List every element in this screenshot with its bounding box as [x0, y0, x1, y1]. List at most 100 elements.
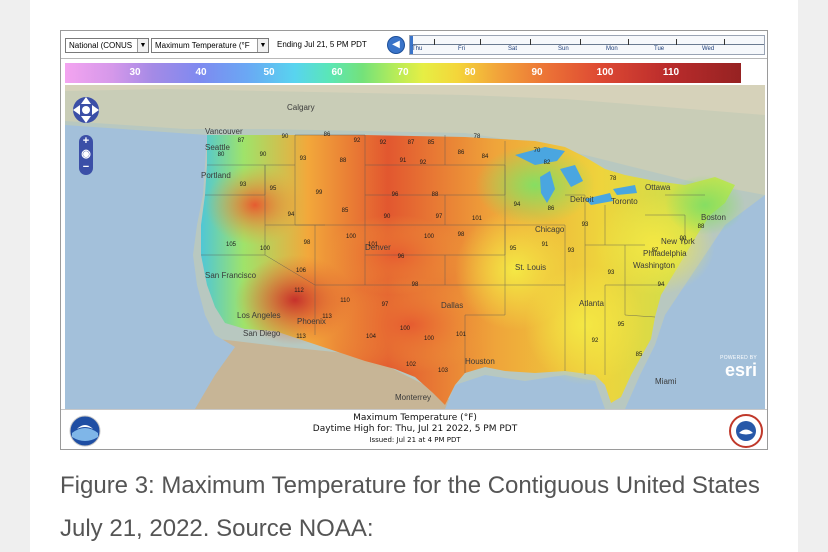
- time-slider-handle[interactable]: [410, 36, 413, 54]
- temperature-value: 101: [455, 332, 467, 338]
- temperature-value: 94: [657, 282, 665, 288]
- time-slider-tick: [434, 39, 435, 45]
- temperature-value: 98: [457, 232, 465, 238]
- product-select[interactable]: Maximum Temperature (°F ▼: [151, 38, 269, 53]
- temperature-value: 98: [303, 240, 311, 246]
- map-place-label: Boston: [701, 213, 726, 222]
- map-place-label: Miami: [655, 377, 677, 386]
- time-slider-day-wed: Wed: [702, 46, 715, 52]
- pan-control[interactable]: [71, 95, 101, 125]
- chevron-down-icon: ▼: [257, 39, 268, 52]
- zoom-out-button[interactable]: −: [82, 161, 90, 173]
- esri-attribution: POWERED BY esri: [720, 355, 757, 379]
- temperature-map[interactable]: + ◉ − POWERED BY esri Calgary Vancouver Se…: [65, 85, 765, 409]
- temperature-value: 95: [509, 246, 517, 252]
- temperature-value: 85: [635, 352, 643, 358]
- time-slider-day-sun: Sun: [558, 46, 569, 52]
- temperature-value: 80: [217, 152, 225, 158]
- time-slider-tick: [676, 39, 677, 45]
- map-place-label: Phoenix: [297, 317, 326, 326]
- time-slider-tick: [724, 39, 725, 45]
- temperature-value: 98: [411, 282, 419, 288]
- temperature-value: 101: [367, 242, 379, 248]
- temperature-value: 94: [287, 212, 295, 218]
- noaa-logo-icon: [69, 415, 101, 447]
- temperature-value: 88: [431, 192, 439, 198]
- temperature-value: 92: [379, 140, 387, 146]
- temperature-value: 92: [419, 160, 427, 166]
- temperature-value: 92: [591, 338, 599, 344]
- temperature-value: 88: [339, 158, 347, 164]
- nws-logo-icon: [729, 414, 763, 448]
- map-place-label: Philadelphia: [643, 249, 687, 258]
- map-place-label: Monterrey: [395, 393, 432, 402]
- temperature-value: 93: [567, 248, 575, 254]
- temperature-value: 90: [281, 134, 289, 140]
- temperature-value: 90: [259, 152, 267, 158]
- map-caption-valid-time: Daytime High for: Thu, Jul 21 2022, 5 PM…: [312, 424, 518, 434]
- temperature-value: 93: [239, 182, 247, 188]
- temperature-value: 82: [543, 160, 551, 166]
- map-place-label: Calgary: [287, 103, 315, 112]
- legend-label: 40: [195, 67, 207, 78]
- temperature-value: 70: [533, 148, 541, 154]
- map-place-label: Houston: [465, 357, 495, 366]
- temperature-value: 78: [473, 134, 481, 140]
- temperature-value: 78: [609, 176, 617, 182]
- temperature-value: 100: [423, 336, 435, 342]
- time-slider-day-thu: Thu: [412, 46, 423, 52]
- ending-time-label: Ending Jul 21, 5 PM PDT: [277, 40, 367, 49]
- map-place-label: Vancouver: [205, 127, 243, 136]
- pan-arrows-icon: [73, 97, 99, 123]
- temperature-value: 101: [471, 216, 483, 222]
- temperature-value: 91: [541, 242, 549, 248]
- temperature-legend: 30 40 50 60 70 80 90 100 110: [65, 63, 741, 83]
- legend-label: 60: [331, 67, 343, 78]
- time-step-back-button[interactable]: ◀: [387, 36, 405, 54]
- legend-label: 30: [129, 67, 141, 78]
- time-slider-tick: [628, 39, 629, 45]
- temperature-value: 99: [315, 190, 323, 196]
- zoom-in-button[interactable]: +: [82, 135, 90, 147]
- temperature-value: 96: [397, 254, 405, 260]
- map-place-label: San Francisco: [205, 271, 257, 280]
- temperature-value: 86: [323, 132, 331, 138]
- time-slider[interactable]: Thu Fri Sat Sun Mon Tue Wed: [409, 35, 765, 55]
- map-place-label: Portland: [201, 171, 231, 180]
- map-place-label: Toronto: [611, 197, 638, 206]
- map-caption-title: Maximum Temperature (°F): [353, 413, 477, 423]
- globe-icon[interactable]: ◉: [81, 148, 91, 160]
- legend-label: 90: [531, 67, 543, 78]
- temperature-value: 110: [340, 298, 350, 304]
- temperature-value: 86: [547, 206, 555, 212]
- temperature-value: 84: [481, 154, 489, 160]
- temperature-value: 112: [294, 288, 304, 294]
- esri-logo: esri: [724, 360, 757, 380]
- temperature-value: 90: [383, 214, 391, 220]
- temperature-value: 88: [697, 224, 705, 230]
- legend-label: 50: [263, 67, 275, 78]
- map-place-label: St. Louis: [515, 263, 547, 272]
- temperature-value: 97: [435, 214, 443, 220]
- chevron-down-icon: ▼: [137, 39, 148, 52]
- map-place-label: Ottawa: [645, 183, 671, 192]
- temperature-value: 93: [581, 222, 589, 228]
- product-select-value: Maximum Temperature (°F: [155, 41, 250, 50]
- temperature-value: 95: [617, 322, 625, 328]
- time-slider-tick: [580, 39, 581, 45]
- temperature-value: 90: [679, 236, 687, 242]
- temperature-value: 103: [437, 368, 449, 374]
- time-slider-day-tue: Tue: [654, 46, 665, 52]
- temperature-value: 100: [345, 234, 357, 240]
- map-place-label: Detroit: [570, 195, 594, 204]
- temperature-value: 87: [407, 140, 415, 146]
- map-place-label: Atlanta: [579, 299, 604, 308]
- region-select[interactable]: National (CONUS ▼: [65, 38, 149, 53]
- map-place-label: Washington: [633, 261, 675, 270]
- map-caption-issued: Issued: Jul 21 at 4 PM PDT: [369, 436, 461, 444]
- legend-label: 110: [662, 67, 680, 78]
- time-slider-day-sat: Sat: [508, 46, 518, 52]
- step-back-icon: ◀: [392, 39, 400, 50]
- temperature-value: 96: [391, 192, 399, 198]
- temperature-value: 102: [405, 362, 417, 368]
